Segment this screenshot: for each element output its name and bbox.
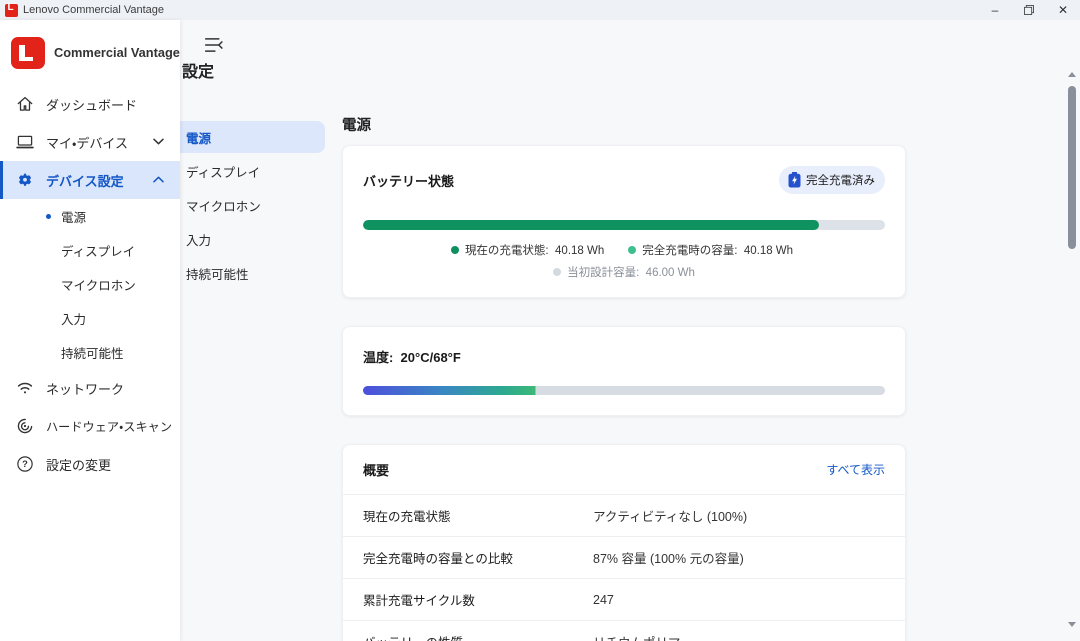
svg-text:?: ? — [22, 459, 28, 469]
